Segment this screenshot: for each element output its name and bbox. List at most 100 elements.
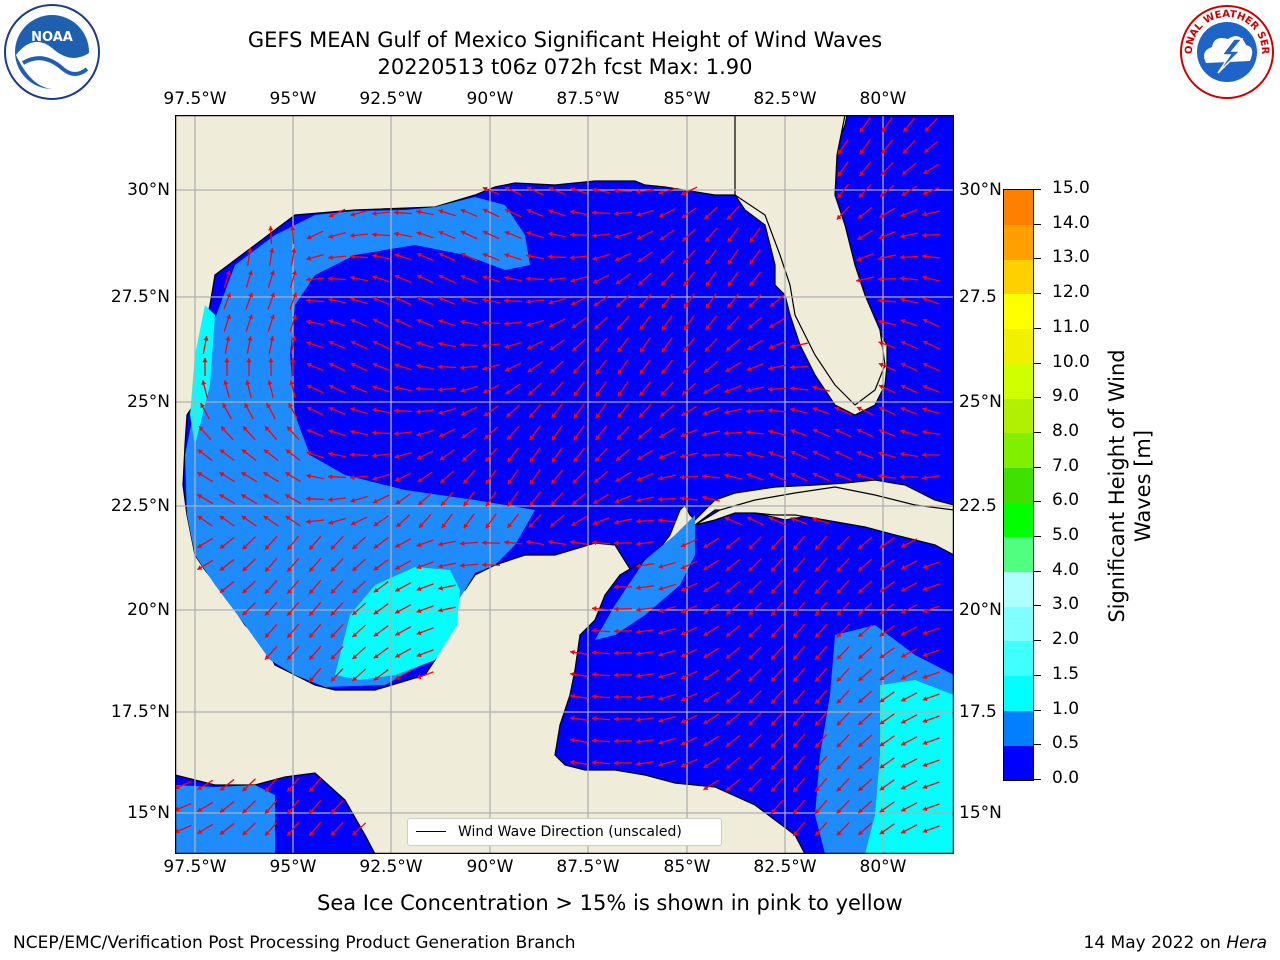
wave-arrow-head <box>548 539 553 545</box>
wave-arrow-head <box>438 409 444 415</box>
wave-arrow-head <box>636 607 641 613</box>
wave-arrow-head <box>726 565 731 571</box>
wave-arrow-head <box>202 358 208 363</box>
wave-arrow-head <box>352 676 358 682</box>
wave-arrow-head <box>460 540 465 546</box>
wave-arrow-head <box>372 210 377 217</box>
wave-arrow-head <box>573 368 578 374</box>
wave-arrow-head <box>639 347 645 353</box>
wave-arrow-head <box>419 522 424 528</box>
wave-arrow-head <box>350 497 356 503</box>
wave-arrow-head <box>482 388 488 394</box>
wave-arrow-head <box>858 588 864 593</box>
footer-right: 14 May 2022 on Hera <box>1084 933 1268 953</box>
wave-arrow-head <box>660 412 666 417</box>
wave-arrow-head <box>815 808 820 814</box>
wave-arrow-head <box>219 829 225 835</box>
lat-tick-right: 22.5 <box>959 496 997 516</box>
lon-tick-top: 90°W <box>466 89 514 109</box>
wave-arrow-head <box>394 340 400 346</box>
wave-arrow-head <box>858 610 864 615</box>
wave-arrow-head <box>416 363 421 369</box>
wave-arrow-head <box>900 406 906 412</box>
wave-arrow-head <box>771 764 776 770</box>
colorbar-segment <box>1004 224 1033 260</box>
wave-arrow-head <box>638 280 644 286</box>
wave-arrow-head <box>726 346 732 351</box>
wave-arrow-head <box>592 255 598 261</box>
wave-arrow-head <box>636 585 641 591</box>
wave-arrow-head <box>350 407 356 413</box>
wave-arrow-head <box>658 739 664 745</box>
wave-arrow-head <box>197 515 203 521</box>
wave-arrow-head <box>660 390 666 396</box>
wave-arrow-head <box>748 544 754 550</box>
wave-direction-arrows <box>175 117 941 837</box>
wave-arrow-head <box>834 406 840 412</box>
wave-arrow-head <box>790 428 796 434</box>
wave-arrow-head <box>682 368 688 374</box>
wave-arrow-head <box>330 610 336 616</box>
colorbar-tick-label: 4.0 <box>1052 559 1080 580</box>
wave-arrow-head <box>287 830 292 836</box>
wave-arrow-head <box>595 413 601 419</box>
wave-arrow-head <box>482 252 488 258</box>
wave-arrow-head <box>328 496 333 503</box>
wave-arrow-head <box>790 450 796 456</box>
wave-arrow-head <box>793 764 798 770</box>
wave-arrow-head <box>592 672 597 678</box>
colorbar-tick-mark <box>1033 258 1041 260</box>
wave-arrow-head <box>727 259 733 265</box>
wave-arrow-head <box>922 211 927 217</box>
lat-tick-left: 17.5°N <box>110 702 170 722</box>
wave-arrow-head <box>702 410 708 416</box>
wave-arrow-head <box>658 563 664 569</box>
wave-arrow-head <box>638 434 644 439</box>
wave-arrow-head <box>395 564 401 570</box>
wave-arrow-head <box>550 368 556 374</box>
wave-arrow-head <box>484 434 490 440</box>
wave-arrow-head <box>592 716 597 722</box>
wave-arrow-head <box>263 494 269 499</box>
wave-arrow-head <box>460 230 466 236</box>
wave-arrow-head <box>330 588 336 594</box>
wave-arrow-head <box>395 674 401 680</box>
lat-tick-left: 20°N <box>127 600 170 620</box>
wave-arrow-head <box>506 412 512 418</box>
lon-tick-top: 80°W <box>859 89 907 109</box>
wave-arrow-head <box>328 276 333 282</box>
wave-arrow-head <box>352 588 358 594</box>
wave-arrow-head <box>352 830 358 836</box>
wave-arrow-head <box>614 606 619 612</box>
wave-arrow-head <box>595 369 601 375</box>
wave-arrow-head <box>242 544 248 550</box>
wave-arrow-head <box>659 433 665 438</box>
wave-arrow-head <box>309 830 314 836</box>
colorbar-tick-mark <box>1033 605 1041 607</box>
wave-arrow-head <box>900 429 906 435</box>
wave-arrow-head <box>572 500 578 505</box>
wave-arrow-head <box>748 632 754 638</box>
wave-arrow-head <box>592 520 598 526</box>
wave-arrow-head <box>705 281 711 287</box>
wave-arrow-head <box>614 256 620 262</box>
wave-arrow-head <box>703 697 709 702</box>
wave-arrow-head <box>373 543 379 549</box>
wave-arrow-head <box>725 367 731 372</box>
wave-arrow-head <box>836 676 842 682</box>
wave-arrow-head <box>395 586 401 592</box>
wave-arrow-head <box>681 213 687 219</box>
wave-arrow-head <box>879 741 885 747</box>
wave-arrow-head <box>815 676 820 682</box>
wave-arrow-head <box>768 386 773 392</box>
wave-arrow-head <box>614 540 619 546</box>
wave-arrow-head <box>726 324 732 330</box>
wave-arrow-head <box>704 368 710 373</box>
wave-arrow-head <box>812 517 818 523</box>
colorbar-segment <box>1004 710 1033 746</box>
wave-arrow-head <box>856 428 862 434</box>
colorbar-tick-label: 6.0 <box>1052 490 1080 511</box>
colorbar-tick-label: 12.0 <box>1052 282 1090 303</box>
wave-arrow-head <box>482 275 488 281</box>
wave-arrow-head <box>771 566 776 572</box>
